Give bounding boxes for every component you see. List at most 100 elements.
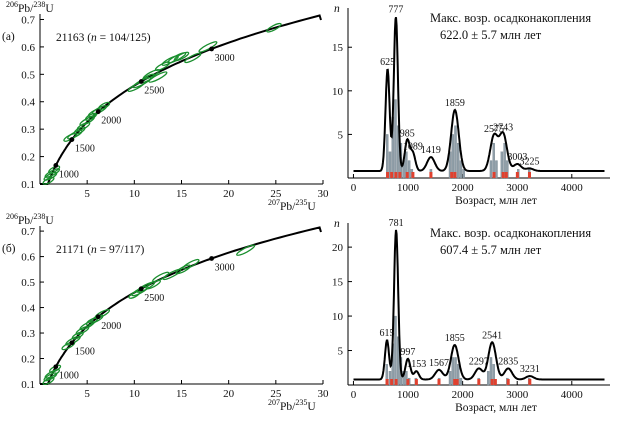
y-tick-label: 0.4	[21, 303, 35, 315]
y-label-element: Pb/	[18, 3, 34, 15]
y-axis-label: n	[334, 3, 340, 15]
age-marker	[209, 256, 215, 261]
analysis-ellipse	[148, 71, 168, 83]
age-marker	[501, 172, 505, 178]
age-marker	[405, 172, 409, 178]
x-tick-label: 1000	[397, 182, 420, 194]
histogram-bar	[489, 160, 493, 179]
histogram-bar	[394, 315, 397, 386]
y-tick-label: 0.3	[21, 124, 35, 136]
age-marker	[515, 172, 519, 178]
x-tick-label: 15	[176, 388, 188, 400]
sample-count: = 97/117)	[97, 244, 145, 256]
y-tick-label: 0.2	[21, 354, 35, 366]
age-distribution-panel: 0 1000 2000 3000 4000 5 10 15 20 n Возраст, млн ле…	[332, 218, 610, 414]
title-line-2: 607.4 ± 5.7 млн лет	[440, 243, 542, 257]
age-marker	[394, 379, 398, 385]
y-tick-label: 0.5	[21, 277, 35, 289]
x-tick-label: 3000	[506, 389, 529, 401]
age-marker	[386, 172, 390, 178]
analysis-ellipse	[175, 264, 192, 275]
age-marker	[528, 379, 532, 385]
analysis-ellipse	[173, 51, 190, 62]
sample-count: = 104/125)	[97, 32, 151, 44]
y-tick-label: 0.7	[21, 14, 35, 26]
x-tick-label: 30	[318, 188, 330, 200]
age-marker-label: 1500	[75, 144, 95, 155]
y-label-iso: 206	[6, 0, 18, 9]
sample-id: 21171 (	[56, 244, 91, 256]
x-tick-label: 0	[351, 389, 357, 401]
age-marker	[477, 379, 481, 385]
histogram-bar	[394, 99, 397, 179]
y-tick-label: 20	[332, 242, 344, 254]
y-axis-label: n	[334, 218, 340, 230]
age-marker-label: 3000	[215, 53, 235, 64]
y-tick-label: 15	[332, 277, 344, 289]
histogram-bar	[405, 371, 408, 386]
analysis-ellipse	[152, 271, 170, 283]
histogram-bar	[388, 151, 392, 179]
y-label-element: Pb/	[18, 215, 34, 227]
y-tick-label: 0.1	[21, 179, 35, 191]
x-label-element: U	[307, 201, 316, 213]
age-marker-label: 1000	[59, 371, 79, 382]
age-marker-label: 2500	[144, 293, 164, 304]
panel-label: (а)	[2, 31, 15, 43]
histogram-bar	[451, 357, 454, 386]
age-marker	[390, 379, 394, 385]
x-tick-label: 4000	[561, 389, 584, 401]
y-tick-label: 0.6	[21, 252, 35, 264]
title-line-1: Макс. возр. осадконакопления	[430, 11, 591, 25]
analysis-ellipse	[184, 52, 202, 64]
histogram-bar	[459, 160, 463, 179]
peak-label: 625	[380, 57, 395, 68]
y-tick-label: 0.4	[21, 97, 35, 109]
peak-label: 2297	[469, 356, 489, 367]
age-marker-label: 1500	[75, 347, 95, 358]
analysis-ellipse	[98, 101, 111, 110]
age-marker	[504, 172, 508, 178]
density-curve	[353, 229, 605, 381]
age-marker	[429, 172, 433, 178]
age-marker	[209, 46, 215, 52]
age-distribution-panel: 0 1000 2000 3000 4000 5 10 15 n Возраст, млн лет М…	[332, 3, 610, 207]
sample-n: n	[91, 244, 97, 256]
peak-label: 615	[380, 328, 395, 339]
x-tick-label: 2000	[452, 389, 475, 401]
sample-id: 21163 (	[56, 32, 91, 44]
peak-label: 2541	[482, 330, 502, 341]
analysis-ellipse	[48, 165, 61, 174]
peak-label: 3231	[520, 364, 540, 375]
age-marker	[437, 379, 441, 385]
peak-label: 2575	[484, 124, 504, 135]
x-label-iso: 235	[295, 398, 307, 407]
age-marker	[490, 379, 494, 385]
peak-label: 997	[400, 347, 415, 358]
x-tick-label: 1000	[397, 389, 420, 401]
peak-label: 777	[388, 5, 403, 16]
age-marker	[455, 379, 459, 385]
histogram-bar	[459, 377, 463, 386]
age-marker	[527, 172, 531, 178]
age-marker	[385, 379, 389, 385]
y-tick-label: 10	[332, 311, 344, 323]
age-marker	[69, 340, 75, 346]
peak-label: 3003	[507, 152, 527, 163]
histogram-bar	[487, 371, 490, 386]
analysis-ellipse	[266, 22, 282, 33]
peak-label: 985	[400, 129, 415, 140]
y-tick-label: 0.7	[21, 226, 35, 238]
y-label-element: U	[45, 215, 54, 227]
y-label-iso: 206	[6, 212, 18, 221]
x-tick-label: 20	[223, 388, 235, 400]
peak-label: 1855	[445, 333, 465, 344]
age-marker	[453, 379, 457, 385]
peak-label: 2743	[493, 122, 513, 133]
analysis-ellipse	[236, 244, 256, 256]
analysis-ellipse	[76, 121, 91, 131]
age-marker	[69, 137, 75, 142]
age-marker-label: 2500	[144, 86, 164, 97]
x-tick-label: 25	[270, 188, 282, 200]
x-axis-label: Возраст, млн лет	[455, 195, 537, 207]
